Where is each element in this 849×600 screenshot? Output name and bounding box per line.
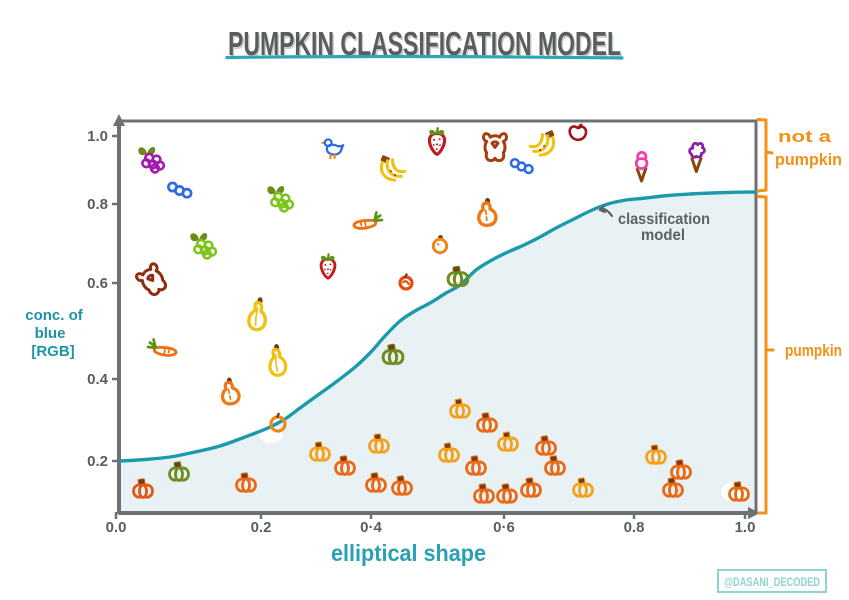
svg-text:[RGB]: [RGB]: [31, 343, 74, 360]
svg-text:1.0: 1.0: [735, 519, 756, 536]
svg-text:blue: blue: [35, 325, 66, 342]
svg-text:0.2: 0.2: [87, 453, 108, 470]
svg-text:0.0: 0.0: [106, 519, 127, 536]
svg-text:conc. of: conc. of: [25, 307, 84, 324]
svg-text:pumpkin: pumpkin: [775, 151, 842, 169]
svg-text:0.2: 0.2: [251, 519, 272, 536]
svg-text:0.8: 0.8: [624, 519, 645, 536]
svg-text:0·6: 0·6: [493, 519, 515, 536]
svg-text:pumpkin: pumpkin: [785, 342, 842, 360]
svg-text:0.6: 0.6: [87, 275, 108, 292]
svg-text:not a: not a: [778, 128, 832, 146]
svg-text:model: model: [641, 227, 685, 244]
svg-text:1.0: 1.0: [87, 128, 108, 145]
svg-text:0.4: 0.4: [87, 371, 109, 388]
svg-text:0.8: 0.8: [87, 196, 108, 213]
svg-text:0·4: 0·4: [360, 519, 382, 536]
svg-text:elliptical shape: elliptical shape: [331, 540, 486, 566]
svg-text:@DASANI_DECODED: @DASANI_DECODED: [724, 575, 820, 589]
svg-text:classification: classification: [618, 211, 710, 228]
